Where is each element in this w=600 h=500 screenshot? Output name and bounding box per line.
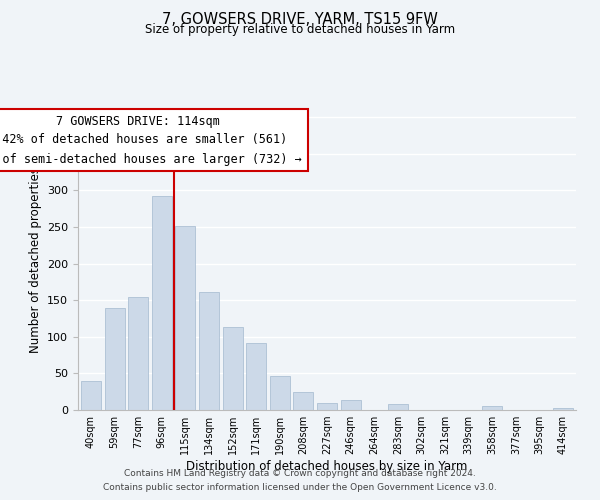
Text: Contains HM Land Registry data © Crown copyright and database right 2024.: Contains HM Land Registry data © Crown c…	[124, 468, 476, 477]
Bar	[482, 406, 502, 410]
Text: 7, GOWSERS DRIVE, YARM, TS15 9FW: 7, GOWSERS DRIVE, YARM, TS15 9FW	[162, 12, 438, 28]
Bar	[128, 296, 148, 410]
Text: Contains public sector information licensed under the Open Government Licence v3: Contains public sector information licen…	[103, 484, 497, 492]
Bar	[152, 196, 172, 410]
Y-axis label: Number of detached properties: Number of detached properties	[29, 167, 41, 353]
Bar	[223, 328, 242, 410]
Bar	[175, 226, 196, 410]
Text: Size of property relative to detached houses in Yarm: Size of property relative to detached ho…	[145, 22, 455, 36]
Bar	[388, 404, 408, 410]
Bar	[341, 400, 361, 410]
Bar	[553, 408, 573, 410]
Text: 7 GOWSERS DRIVE: 114sqm
← 42% of detached houses are smaller (561)
54% of semi-d: 7 GOWSERS DRIVE: 114sqm ← 42% of detache…	[0, 114, 302, 166]
Bar	[293, 392, 313, 410]
Bar	[317, 402, 337, 410]
X-axis label: Distribution of detached houses by size in Yarm: Distribution of detached houses by size …	[187, 460, 467, 473]
Bar	[270, 376, 290, 410]
Bar	[81, 380, 101, 410]
Bar	[246, 342, 266, 410]
Bar	[199, 292, 219, 410]
Bar	[104, 308, 125, 410]
